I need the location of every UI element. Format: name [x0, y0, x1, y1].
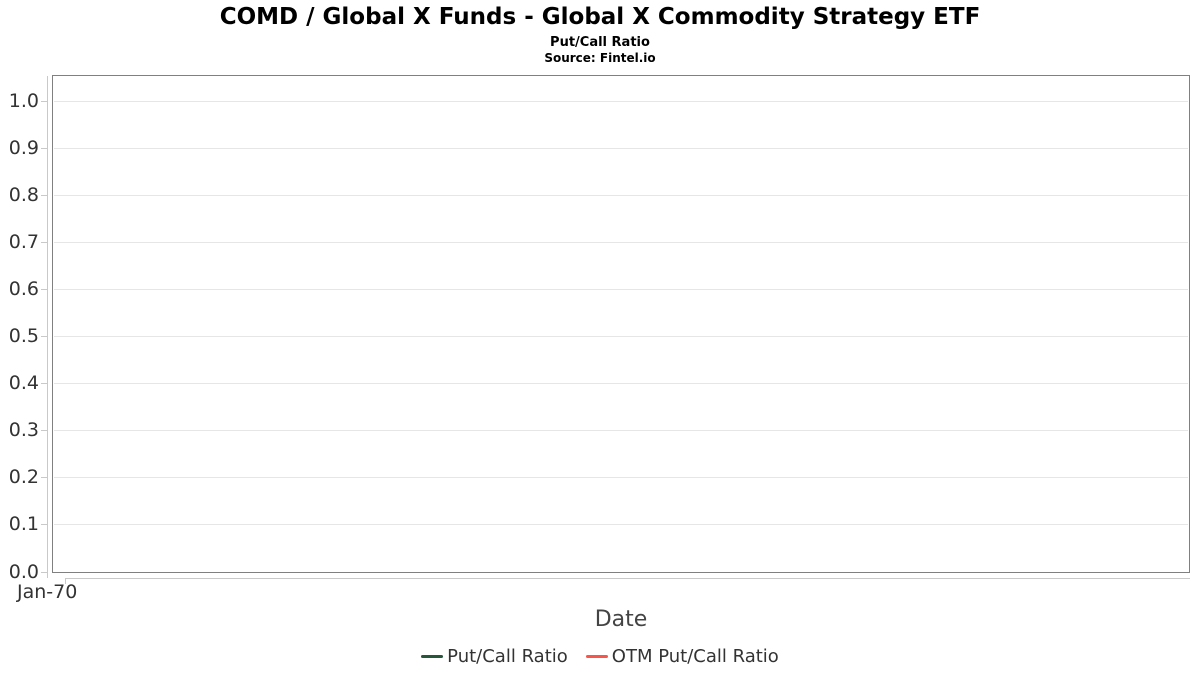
- y-axis-tick-label: 0.4: [8, 372, 39, 394]
- legend: Put/Call Ratio OTM Put/Call Ratio: [0, 646, 1200, 667]
- legend-line-swatch-icon: [585, 655, 608, 658]
- gridline: [54, 477, 1188, 478]
- legend-item[interactable]: OTM Put/Call Ratio: [585, 646, 779, 667]
- y-axis-tick-label: 0.1: [8, 513, 39, 535]
- y-axis-tick-mark: [41, 101, 47, 102]
- chart-subtitle: Put/Call Ratio: [550, 35, 650, 50]
- gridline: [54, 101, 1188, 102]
- y-axis-tick-mark: [41, 572, 47, 573]
- y-axis-tick-label: 1.0: [8, 90, 39, 112]
- y-axis-tick-mark: [41, 383, 47, 384]
- x-axis-line: [65, 578, 1190, 579]
- y-axis-tick-mark: [41, 242, 47, 243]
- legend-item-label: Put/Call Ratio: [447, 646, 568, 667]
- x-axis-tick-mark: [65, 578, 66, 584]
- gridline: [54, 148, 1188, 149]
- legend-item-label: OTM Put/Call Ratio: [611, 646, 779, 667]
- y-axis-tick-mark: [41, 477, 47, 478]
- x-axis-tick-label: Jan-70: [17, 581, 78, 603]
- y-axis-tick-label: 0.8: [8, 184, 39, 206]
- y-axis-tick-mark: [41, 195, 47, 196]
- gridline: [54, 430, 1188, 431]
- gridline: [54, 289, 1188, 290]
- gridline: [54, 242, 1188, 243]
- gridline: [54, 195, 1188, 196]
- y-axis-tick-mark: [41, 148, 47, 149]
- chart-title: COMD / Global X Funds - Global X Commodi…: [219, 4, 981, 30]
- legend-item[interactable]: Put/Call Ratio: [421, 646, 568, 667]
- gridline: [54, 383, 1188, 384]
- gridline: [54, 336, 1188, 337]
- y-axis-tick-mark: [41, 524, 47, 525]
- y-axis-tick-label: 0.0: [8, 561, 39, 583]
- y-axis-tick-mark: [41, 336, 47, 337]
- y-axis-tick-label: 0.3: [8, 419, 39, 441]
- y-axis-tick-label: 0.2: [8, 466, 39, 488]
- y-axis-tick-label: 0.5: [8, 325, 39, 347]
- y-axis-tick-label: 0.7: [8, 231, 39, 253]
- y-axis-tick-mark: [41, 289, 47, 290]
- y-axis-tick-mark: [41, 430, 47, 431]
- legend-line-swatch-icon: [421, 655, 444, 658]
- chart-source-label: Source: Fintel.io: [544, 51, 656, 65]
- y-axis-line: [47, 76, 48, 578]
- gridline: [54, 524, 1188, 525]
- y-axis-tick-label: 0.9: [8, 137, 39, 159]
- plot-area: [52, 75, 1190, 573]
- y-axis-tick-label: 0.6: [8, 278, 39, 300]
- x-axis-title: Date: [594, 607, 648, 632]
